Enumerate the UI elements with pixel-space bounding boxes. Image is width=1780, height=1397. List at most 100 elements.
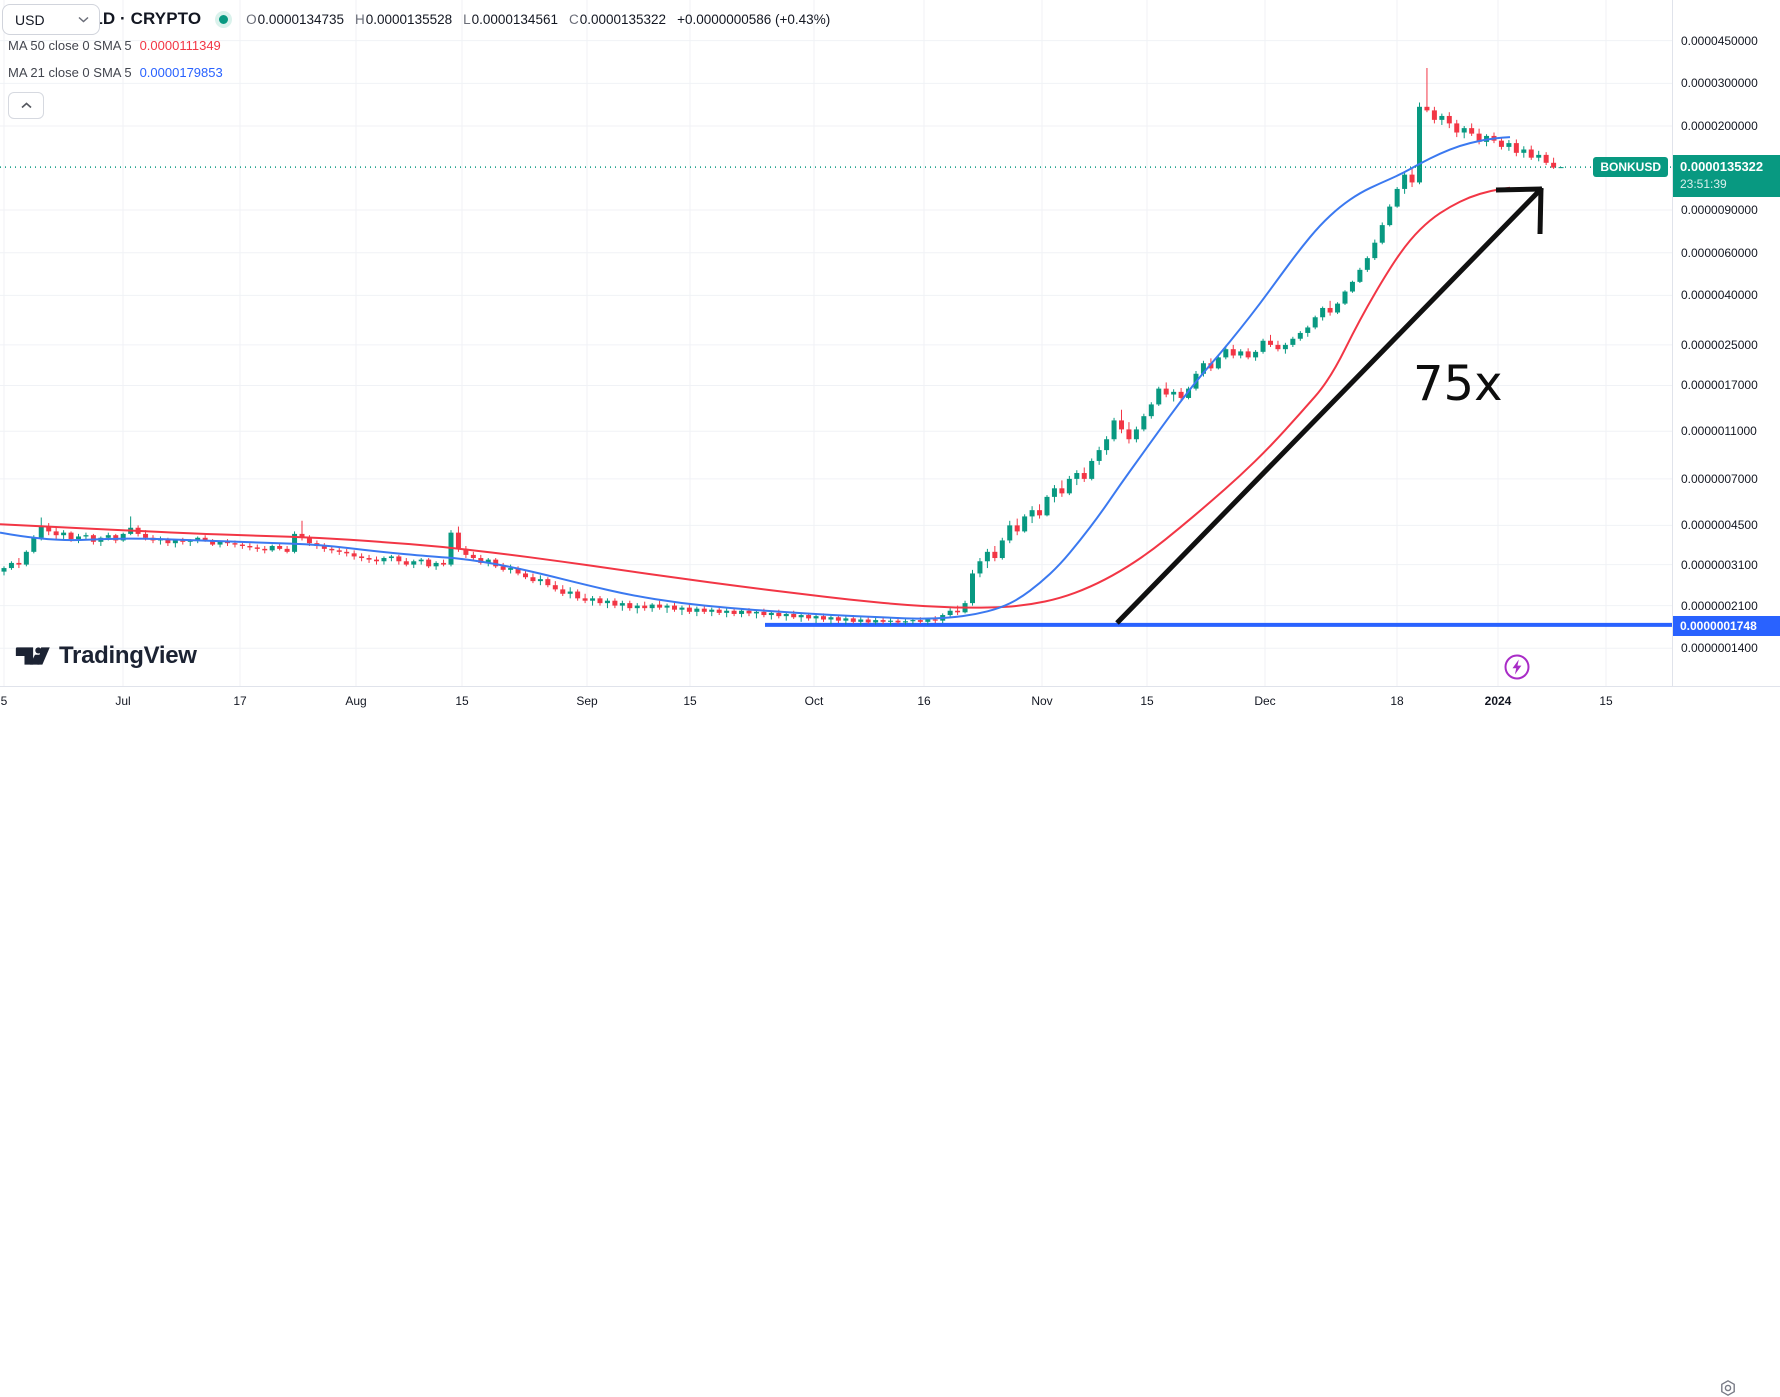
candle bbox=[984, 548, 990, 569]
candle bbox=[1007, 520, 1013, 544]
tradingview-logo[interactable]: TradingView bbox=[14, 642, 197, 670]
candle bbox=[1171, 389, 1177, 402]
high-key: H bbox=[355, 11, 365, 27]
candle bbox=[403, 558, 409, 567]
price-tick-label: 0.0000025000 bbox=[1681, 337, 1758, 352]
candle bbox=[1394, 187, 1400, 208]
candle bbox=[269, 544, 275, 552]
candle bbox=[947, 608, 953, 618]
candle bbox=[1051, 485, 1057, 503]
candle bbox=[1521, 146, 1527, 158]
time-tick-label: 15 bbox=[683, 694, 697, 708]
candle bbox=[1387, 204, 1393, 227]
candle bbox=[1223, 347, 1229, 360]
candle bbox=[1297, 331, 1303, 341]
candle bbox=[1342, 290, 1348, 306]
chart-legend: Bonk · 1D · CRYPTO O0.0000134735 H0.0000… bbox=[8, 6, 830, 119]
candle bbox=[1104, 436, 1110, 455]
candle bbox=[336, 547, 342, 555]
candle bbox=[1014, 518, 1020, 536]
candle bbox=[478, 554, 484, 565]
close-value: 0.0000135322 bbox=[579, 11, 667, 27]
candle bbox=[739, 608, 745, 618]
candle bbox=[1543, 152, 1549, 166]
last-price-symbol-badge: BONKUSD bbox=[1593, 157, 1668, 177]
candle bbox=[254, 544, 260, 552]
candle bbox=[1290, 336, 1296, 348]
candle bbox=[672, 602, 677, 612]
price-tick-label: 0.0000060000 bbox=[1681, 245, 1758, 260]
currency-selected: USD bbox=[15, 11, 45, 28]
symbol-info-row[interactable]: Bonk · 1D · CRYPTO O0.0000134735 H0.0000… bbox=[8, 6, 830, 32]
candle bbox=[388, 554, 394, 562]
time-tick-label: Dec bbox=[1254, 694, 1276, 708]
candle bbox=[768, 610, 774, 620]
ma50-line[interactable] bbox=[0, 186, 1511, 609]
trend-arrow-drawing[interactable] bbox=[1115, 186, 1544, 625]
candle bbox=[1081, 467, 1087, 482]
price-axis[interactable]: 0.0000450000 0.0000300000 0.0000200000 0.00… bbox=[1672, 0, 1780, 686]
candle bbox=[500, 562, 506, 572]
candle bbox=[619, 600, 625, 611]
candle bbox=[1089, 458, 1095, 481]
open-value: 0.0000134735 bbox=[257, 11, 345, 27]
time-tick-label: Jul bbox=[115, 694, 131, 708]
candle bbox=[1431, 106, 1437, 124]
tradingview-mark-icon bbox=[15, 647, 50, 665]
ohlc-values: O0.0000134735 H0.0000135528 L0.000013456… bbox=[246, 12, 830, 27]
chart-plot-area[interactable] bbox=[0, 0, 1672, 686]
candle bbox=[1111, 417, 1117, 442]
time-tick-label: Oct bbox=[804, 694, 824, 708]
candle bbox=[1402, 171, 1408, 194]
candle bbox=[76, 533, 81, 544]
ma50-label: MA 50 close 0 SMA 5 bbox=[8, 38, 132, 53]
candle bbox=[1312, 315, 1318, 330]
legend-collapse-button[interactable] bbox=[8, 92, 44, 119]
candle bbox=[344, 548, 350, 557]
candle bbox=[1372, 239, 1378, 260]
candle bbox=[1029, 506, 1035, 524]
multiplier-annotation[interactable]: 75x bbox=[1413, 356, 1503, 412]
candle bbox=[1215, 355, 1221, 370]
candle bbox=[970, 569, 975, 606]
price-tick-label: 0.0000090000 bbox=[1681, 203, 1758, 218]
candle bbox=[724, 608, 730, 618]
ma21-line[interactable] bbox=[0, 136, 1511, 620]
candle bbox=[426, 558, 432, 569]
candle bbox=[180, 537, 186, 545]
candle bbox=[597, 596, 603, 606]
candle bbox=[1506, 140, 1512, 151]
candle bbox=[1230, 344, 1236, 359]
candle bbox=[16, 558, 22, 569]
open-key: O bbox=[246, 11, 257, 27]
boost-lightning-button[interactable] bbox=[1503, 653, 1531, 681]
candle bbox=[493, 558, 499, 569]
candle bbox=[828, 615, 834, 625]
candle bbox=[359, 553, 365, 562]
candle bbox=[686, 604, 692, 614]
candle bbox=[679, 605, 685, 616]
market-status-icon[interactable] bbox=[215, 10, 233, 28]
candle bbox=[1245, 348, 1251, 360]
support-line-price-label: 0.0000001748 bbox=[1673, 616, 1780, 636]
price-tick-label: 0.0000003100 bbox=[1681, 557, 1758, 572]
candle bbox=[351, 550, 357, 560]
candle bbox=[1141, 413, 1147, 432]
candle bbox=[813, 613, 819, 624]
indicator-ma50-row[interactable]: MA 50 close 0 SMA 5 0.0000111349 bbox=[8, 32, 830, 59]
candle bbox=[1148, 402, 1154, 419]
currency-selector[interactable]: USD bbox=[2, 4, 100, 35]
time-axis[interactable]: 5 Jul 17 Aug 15 Sep 15 Oct 16 Nov 15 Dec 18 2024 15 bbox=[0, 686, 1780, 1396]
candle bbox=[523, 569, 528, 580]
close-key: C bbox=[568, 11, 579, 27]
candle bbox=[1186, 386, 1192, 400]
price-tick-label: 0.0000002100 bbox=[1681, 598, 1758, 613]
candle bbox=[753, 609, 759, 619]
hexagon-gear-icon[interactable] bbox=[1719, 1379, 1737, 1397]
candle bbox=[1454, 119, 1460, 138]
indicator-ma21-row[interactable]: MA 21 close 0 SMA 5 0.0000179853 bbox=[8, 59, 830, 86]
candle bbox=[411, 559, 417, 569]
price-tick-label: 0.0000450000 bbox=[1681, 33, 1758, 48]
candle bbox=[627, 600, 633, 611]
candle bbox=[716, 606, 722, 616]
